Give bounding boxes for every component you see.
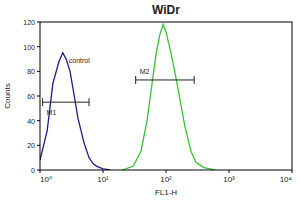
series-label: control xyxy=(69,57,90,64)
x-tick-label: 10⁰ xyxy=(40,175,52,184)
plot-area xyxy=(40,24,215,170)
chart: WiDr 0 20 40 60 80 100 120 10⁰ 10¹ 10² 10³ 10⁴ FL1-H C… xyxy=(0,0,300,200)
gate xyxy=(43,98,89,106)
y-tick-label: 20 xyxy=(27,142,35,149)
x-tick-label: 10³ xyxy=(223,175,235,184)
plot-frame xyxy=(40,22,292,170)
gate xyxy=(136,76,195,84)
y-tick-label: 0 xyxy=(31,167,35,174)
x-tick-label: 10⁴ xyxy=(280,175,293,184)
y-tick-label: 100 xyxy=(23,44,35,51)
y-tick-label: 120 xyxy=(23,19,35,26)
y-tick-label: 80 xyxy=(27,68,35,75)
y-tick-label: 60 xyxy=(27,93,35,100)
y-tick-label: 40 xyxy=(27,118,35,125)
y-axis-label: Counts xyxy=(3,83,12,108)
title: WiDr xyxy=(152,3,180,17)
gate-label: M2 xyxy=(140,68,150,75)
x-tick-label: 10¹ xyxy=(97,175,109,184)
x-tick-label: 10² xyxy=(160,175,172,184)
histogram-line xyxy=(122,24,215,170)
histogram-line xyxy=(40,53,110,170)
x-axis-label: FL1-H xyxy=(155,188,177,197)
gate-label: M1 xyxy=(47,109,57,116)
